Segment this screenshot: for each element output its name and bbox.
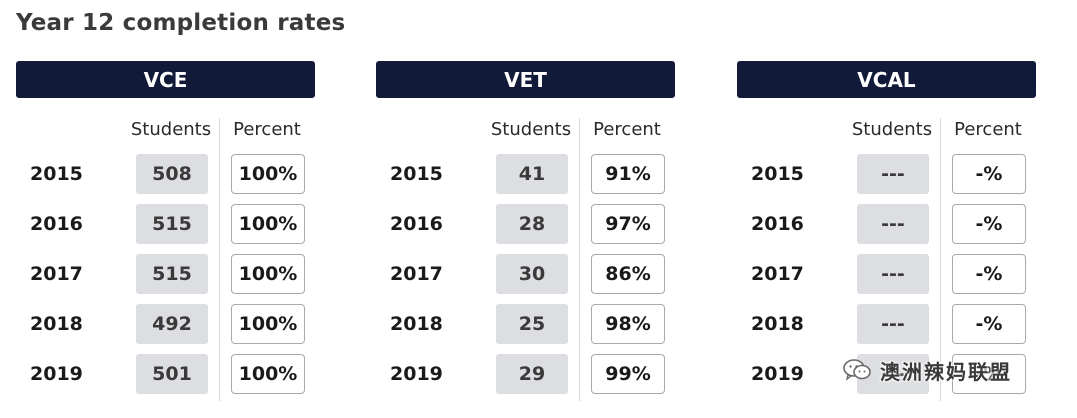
table-row: 2018 492 100% <box>16 304 316 344</box>
students-value: 515 <box>136 204 208 244</box>
page-title: Year 12 completion rates <box>16 10 346 36</box>
percent-value: 99% <box>591 354 665 394</box>
students-value: 25 <box>496 304 568 344</box>
column-divider <box>579 118 580 401</box>
row-year: 2019 <box>390 363 443 385</box>
table-row: 2017 30 86% <box>376 254 676 294</box>
row-year: 2015 <box>751 163 804 185</box>
row-year: 2017 <box>390 263 443 285</box>
students-value: 30 <box>496 254 568 294</box>
row-year: 2019 <box>751 363 804 385</box>
table-row: 2018 --- -% <box>737 304 1037 344</box>
table-row: 2017 515 100% <box>16 254 316 294</box>
panel-vce: VCE Students Percent 2015 508 100% 2016 … <box>16 61 316 401</box>
panel-header: VCE <box>16 61 315 98</box>
percent-value: 97% <box>591 204 665 244</box>
row-year: 2017 <box>751 263 804 285</box>
watermark-text: 澳洲辣妈联盟 <box>880 359 1012 384</box>
row-year: 2018 <box>30 313 83 335</box>
row-year: 2019 <box>30 363 83 385</box>
column-header-percent: Percent <box>593 119 661 140</box>
students-value: --- <box>857 254 929 294</box>
column-divider <box>940 118 941 401</box>
column-header-students: Students <box>490 119 572 140</box>
table-row: 2019 501 100% <box>16 354 316 394</box>
students-value: 492 <box>136 304 208 344</box>
row-year: 2017 <box>30 263 83 285</box>
table-row: 2017 --- -% <box>737 254 1037 294</box>
column-header-percent: Percent <box>954 119 1022 140</box>
percent-value: -% <box>952 304 1026 344</box>
table-row: 2016 515 100% <box>16 204 316 244</box>
panel-vcal: VCAL Students Percent 2015 --- -% 2016 -… <box>737 61 1037 401</box>
table-row: 2015 41 91% <box>376 154 676 194</box>
table-row: 2018 25 98% <box>376 304 676 344</box>
percent-value: 86% <box>591 254 665 294</box>
students-value: --- <box>857 304 929 344</box>
percent-value: 100% <box>231 204 305 244</box>
percent-value: 100% <box>231 254 305 294</box>
students-value: 501 <box>136 354 208 394</box>
row-year: 2015 <box>30 163 83 185</box>
table-row: 2015 --- -% <box>737 154 1037 194</box>
percent-value: 98% <box>591 304 665 344</box>
students-value: 28 <box>496 204 568 244</box>
row-year: 2018 <box>751 313 804 335</box>
column-header-students: Students <box>851 119 933 140</box>
row-year: 2016 <box>390 213 443 235</box>
column-header-percent: Percent <box>233 119 301 140</box>
row-year: 2015 <box>390 163 443 185</box>
panel-header: VET <box>376 61 675 98</box>
row-year: 2016 <box>30 213 83 235</box>
percent-value: 100% <box>231 154 305 194</box>
students-value: --- <box>857 204 929 244</box>
percent-value: 91% <box>591 154 665 194</box>
panel-vet: VET Students Percent 2015 41 91% 2016 28… <box>376 61 676 401</box>
watermark: 澳洲辣妈联盟 <box>842 352 1012 388</box>
students-value: 41 <box>496 154 568 194</box>
percent-value: -% <box>952 204 1026 244</box>
students-value: --- <box>857 154 929 194</box>
percent-value: -% <box>952 354 1026 394</box>
percent-value: -% <box>952 254 1026 294</box>
table-row: 2016 --- -% <box>737 204 1037 244</box>
row-year: 2016 <box>751 213 804 235</box>
percent-value: 100% <box>231 304 305 344</box>
table-row: 2019 29 99% <box>376 354 676 394</box>
table-row: 2015 508 100% <box>16 154 316 194</box>
students-value: 29 <box>496 354 568 394</box>
percent-value: 100% <box>231 354 305 394</box>
table-row: 2019 --- -% <box>737 354 1037 394</box>
row-year: 2018 <box>390 313 443 335</box>
column-header-students: Students <box>130 119 212 140</box>
students-value: 515 <box>136 254 208 294</box>
percent-value: -% <box>952 154 1026 194</box>
table-row: 2016 28 97% <box>376 204 676 244</box>
wechat-icon <box>843 359 871 381</box>
column-divider <box>219 118 220 401</box>
students-value: 508 <box>136 154 208 194</box>
panel-header: VCAL <box>737 61 1036 98</box>
